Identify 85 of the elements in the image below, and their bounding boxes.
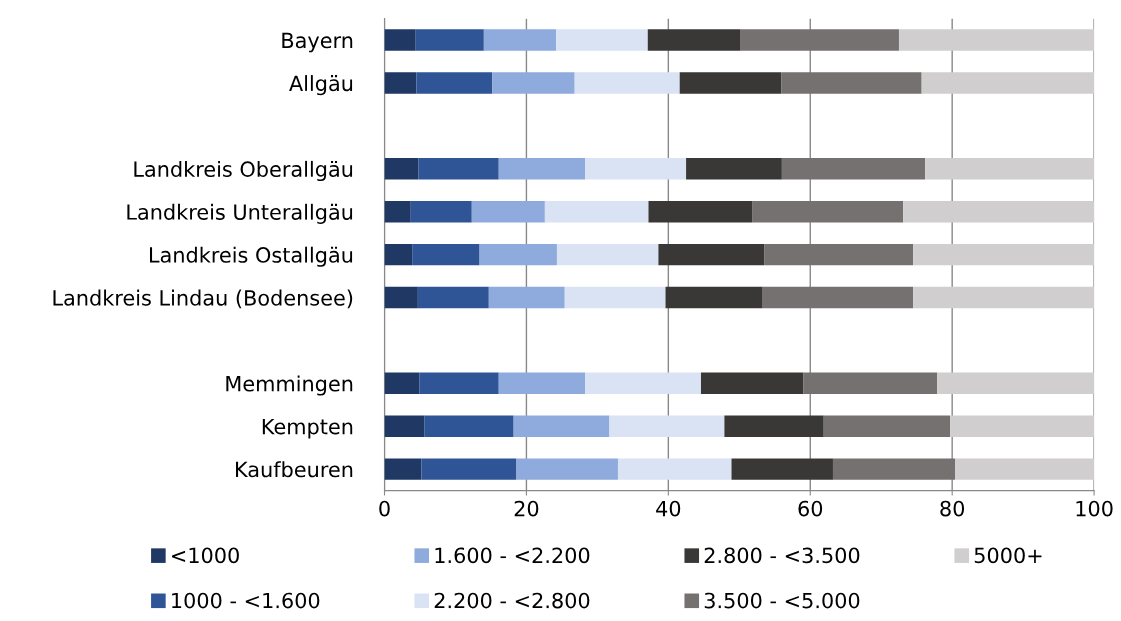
x-tick-label: 60 (798, 500, 823, 517)
bar (421, 458, 517, 480)
bar (384, 243, 413, 266)
bar (471, 200, 545, 223)
bar (412, 243, 480, 266)
bar (384, 458, 422, 480)
bar (479, 243, 557, 266)
bar (823, 415, 951, 437)
legend-label: 2.200 - <2.800 (434, 592, 590, 609)
bar (913, 243, 1095, 266)
legend-label: 1000 - <1.600 (172, 592, 320, 609)
x-tick-label: 0 (379, 500, 390, 517)
bar (679, 72, 782, 94)
bar (955, 458, 1095, 480)
legend-label: 3.500 - <5.000 (704, 592, 860, 609)
bar (686, 158, 782, 180)
bar (384, 29, 416, 51)
bar (903, 200, 1095, 223)
bar (781, 158, 926, 180)
y-tick-label: Memmingen (226, 375, 353, 396)
bar (585, 372, 701, 395)
bar (384, 286, 418, 309)
bar (564, 286, 666, 309)
legend-label: 1.600 - <2.200 (435, 547, 590, 564)
bar (764, 243, 914, 266)
y-tick-label: Landkreis Lindau (Bodensee) (53, 289, 353, 309)
bar (516, 458, 618, 480)
legend-label: <1000 (172, 547, 239, 564)
bar (752, 200, 904, 223)
bar (762, 286, 914, 309)
bar (803, 372, 938, 395)
y-tick-label: Bayern (282, 32, 353, 53)
bar (647, 29, 741, 51)
bar (417, 286, 489, 309)
bar (384, 415, 425, 437)
bar (574, 72, 680, 94)
bar (700, 372, 804, 395)
bar (384, 372, 420, 395)
bar (585, 158, 687, 180)
bar (740, 29, 899, 51)
bar (925, 158, 1095, 180)
bar (556, 243, 659, 266)
bar (781, 72, 922, 94)
bar (556, 29, 648, 51)
bar (617, 458, 732, 480)
bar (410, 200, 472, 223)
x-tick-label: 80 (940, 500, 965, 517)
bar (498, 158, 586, 180)
y-tick-label: Landkreis Oberallgäu (134, 160, 353, 182)
legend-label: 2.800 - <3.500 (704, 547, 860, 564)
bar (658, 243, 765, 266)
bar (724, 415, 824, 437)
bar (384, 158, 419, 180)
bar (648, 200, 753, 223)
bar (492, 72, 575, 94)
y-tick-label: Kaufbeuren (236, 461, 353, 478)
bar (609, 415, 725, 437)
bar (921, 72, 1095, 94)
x-tick-label: 40 (656, 500, 681, 517)
bar (898, 29, 1095, 51)
bar (950, 415, 1095, 437)
x-tick-label: 20 (514, 500, 539, 517)
y-tick-label: Landkreis Unterallgäu (127, 203, 353, 224)
bar (384, 200, 411, 223)
bar (384, 72, 417, 94)
bar (498, 372, 586, 395)
bar (665, 286, 763, 309)
bar (415, 29, 484, 51)
bar (419, 372, 499, 395)
y-tick-label: Allgäu (289, 75, 353, 96)
bar (937, 372, 1095, 395)
bar (731, 458, 833, 480)
bar (488, 286, 565, 309)
legend-label: 5000+ (974, 547, 1042, 564)
y-tick-label: Landkreis Ostallgäu (149, 246, 353, 267)
bar (832, 458, 956, 480)
bar (416, 72, 493, 94)
x-tick-label: 100 (1076, 500, 1113, 517)
bar (483, 29, 557, 51)
bar (418, 158, 499, 180)
bar (913, 286, 1095, 309)
bar (513, 415, 610, 437)
y-tick-label: Kempten (262, 418, 353, 439)
bar (544, 200, 649, 223)
bar (424, 415, 514, 437)
